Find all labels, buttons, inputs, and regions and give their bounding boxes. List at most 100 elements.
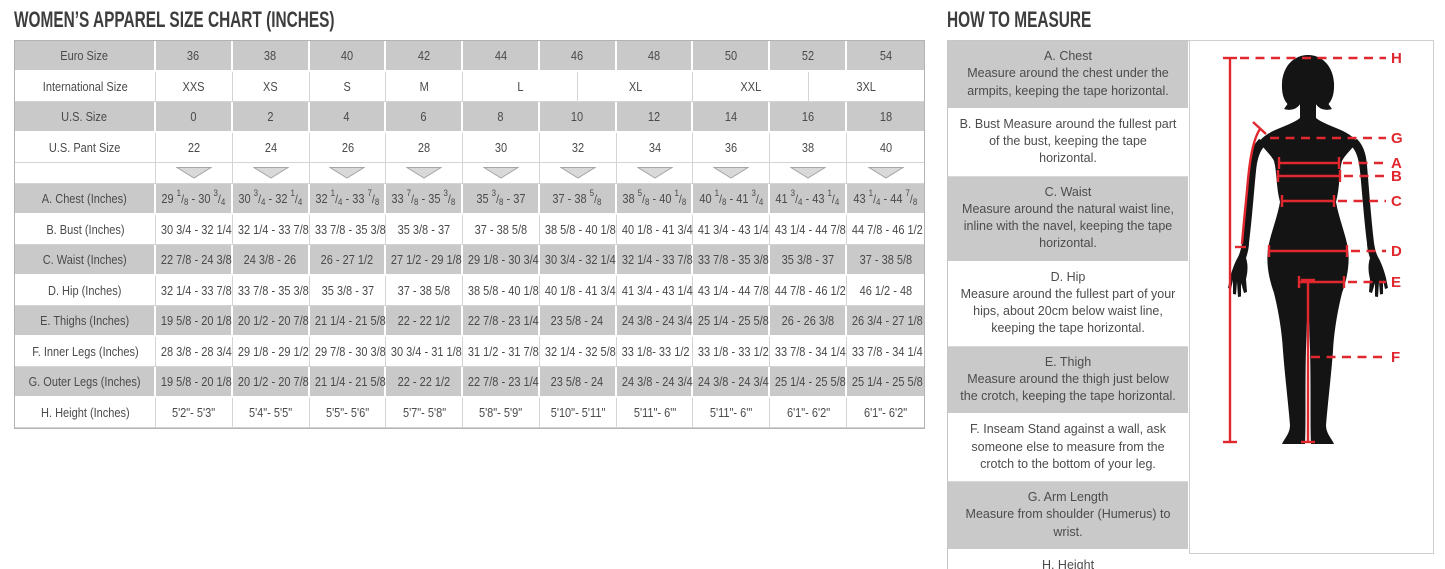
row-label: H. Height (Inches) [15, 398, 157, 428]
size-cell: 29 1/8 - 30 3/4 [156, 184, 233, 215]
size-cell: 22 - 22 1/2 [386, 367, 464, 398]
how-to-measure-title: HOW TO MEASURE [947, 7, 1092, 32]
row-label: E. Thighs (Inches) [15, 306, 157, 337]
measure-letter-D: D [1391, 243, 1402, 260]
size-cell: 35 3/8 - 37 [386, 215, 464, 245]
size-cell: 33 7/8 - 35 3/8 [386, 184, 464, 215]
row-label: F. Inner Legs (Inches) [15, 337, 157, 367]
measure-heading: D. Hip [1050, 269, 1086, 284]
size-cell: 38 5/8 - 40 1/8 [616, 184, 694, 215]
arrow-row [15, 163, 924, 184]
size-cell: 34 [616, 133, 694, 163]
size-cell: 38 5/8 - 40 1/8 [463, 276, 540, 306]
size-cell: M [386, 72, 464, 102]
size-cell: 37 - 38 5/8 [386, 276, 464, 306]
size-cell: 38 [770, 133, 848, 163]
size-cell: 37 - 38 5/8 [539, 184, 617, 215]
size-cell: 6'1"- 6'2" [847, 398, 924, 428]
size-cell: 35 3/8 - 37 [463, 184, 540, 215]
measure-heading: H. Height [1041, 557, 1095, 569]
measure-body: Measure around the fullest part of your … [960, 286, 1176, 336]
measure-letter-G: G [1391, 130, 1403, 147]
size-cell: 32 1/4 - 33 7/8 [156, 276, 233, 306]
row-label: G. Outer Legs (Inches) [15, 367, 157, 398]
measure-body: F. Inseam Stand against a wall, ask some… [970, 422, 1166, 471]
size-cell: 4 [309, 102, 387, 133]
size-cell: 38 5/8 - 40 1/8 [539, 215, 617, 245]
size-cell: 33 7/8 - 35 3/8 [693, 245, 771, 276]
table-row: Euro Size 36 38 40 42 44 46 48 50 52 54 [15, 41, 924, 72]
size-cell: 33 7/8 - 35 3/8 [232, 276, 310, 306]
size-cell: 24 [232, 133, 310, 163]
size-cell: 26 - 27 1/2 [309, 245, 387, 276]
measure-block: A. Chest Measure around the chest under t… [948, 41, 1188, 109]
chevron-down-icon [483, 167, 520, 179]
chevron-down-icon [252, 167, 289, 179]
measure-block: B. Bust Measure around the fullest part … [948, 108, 1188, 177]
arrow-cell [232, 163, 310, 184]
size-cell: 6'1"- 6'2" [770, 398, 848, 428]
size-cell: 5'2"- 5'3" [156, 398, 233, 428]
size-cell: 10 [539, 102, 617, 133]
size-cell: 32 [539, 133, 617, 163]
chevron-down-icon [636, 167, 673, 179]
measure-letter-C: C [1391, 193, 1402, 210]
chevron-down-icon [559, 167, 596, 179]
measure-lines-solid [1223, 56, 1349, 444]
size-cell: 19 5/8 - 20 1/8 [156, 306, 233, 337]
size-cell: 23 5/8 - 24 [539, 306, 617, 337]
size-cell: 6 [386, 102, 464, 133]
size-cell: 5'11"- 6'" [693, 398, 771, 428]
table-row: E. Thighs (Inches) 19 5/8 - 20 1/8 20 1/2 … [15, 306, 924, 337]
arrow-cell [539, 163, 617, 184]
table-row: D. Hip (Inches) 32 1/4 - 33 7/8 33 7/8 - 3… [15, 276, 924, 306]
size-cell: 5'10"- 5'11" [539, 398, 617, 428]
size-cell: 44 [463, 41, 540, 72]
table-row: U.S. Pant Size 22 24 26 28 30 32 34 36 38 40 [15, 133, 924, 163]
size-cell: 41 3/4 - 43 1/4 [770, 184, 848, 215]
size-cell: 26 - 26 3/8 [770, 306, 848, 337]
size-cell: 24 3/8 - 24 3/4 [693, 367, 771, 398]
size-cell: 28 3/8 - 28 3/4 [156, 337, 233, 367]
size-cell: XS [232, 72, 310, 102]
size-cell: 26 3/4 - 27 1/8 [847, 306, 924, 337]
size-cell: 52 [770, 41, 848, 72]
size-cell: 32 1/4 - 32 5/8 [539, 337, 617, 367]
measure-letter-H: H [1391, 50, 1402, 67]
table-row: International Size XXS XS S M L XL XXL 3XL [15, 72, 924, 102]
size-cell: 35 3/8 - 37 [770, 245, 848, 276]
arrow-cell [847, 163, 924, 184]
measure-body: Measure around the natural waist line, i… [962, 201, 1174, 251]
size-cell: 50 [693, 41, 771, 72]
measure-heading: C. Waist [1044, 184, 1092, 199]
size-cell: 18 [847, 102, 924, 133]
size-cell: 44 7/8 - 46 1/2 [770, 276, 848, 306]
size-cell: 21 1/4 - 21 5/8 [309, 367, 387, 398]
arrow-cell [770, 163, 848, 184]
size-cell: 46 [539, 41, 617, 72]
how-to-measure-panel: A. Chest Measure around the chest under t… [947, 40, 1434, 569]
table-row: F. Inner Legs (Inches) 28 3/8 - 28 3/4 29 … [15, 337, 924, 367]
size-cell: 5'8"- 5'9" [463, 398, 540, 428]
size-cell: 30 [463, 133, 540, 163]
size-cell: 27 1/2 - 29 1/8 [386, 245, 464, 276]
size-cell: 23 5/8 - 24 [539, 367, 617, 398]
arrow-cell [616, 163, 694, 184]
measure-body: B. Bust Measure around the fullest part … [959, 116, 1177, 166]
size-cell: 20 1/2 - 20 7/8 [232, 306, 310, 337]
arrow-cell [386, 163, 464, 184]
size-cell: 20 1/2 - 20 7/8 [232, 367, 310, 398]
size-chart-section: WOMEN’S APPAREL SIZE CHART (INCHES) Euro… [14, 8, 925, 429]
size-cell: 5'5"- 5'6" [309, 398, 387, 428]
chevron-down-icon [790, 167, 827, 179]
table-row: B. Bust (Inches) 30 3/4 - 32 1/4 32 1/4 - … [15, 215, 924, 245]
size-cell: 22 [156, 133, 233, 163]
size-cell: 8 [463, 102, 540, 133]
table-row: C. Waist (Inches) 22 7/8 - 24 3/8 24 3/8 -… [15, 245, 924, 276]
row-label: B. Bust (Inches) [15, 215, 157, 245]
size-cell: 33 7/8 - 35 3/8 [309, 215, 387, 245]
size-cell: 36 [156, 41, 233, 72]
row-label: D. Hip (Inches) [15, 276, 157, 306]
